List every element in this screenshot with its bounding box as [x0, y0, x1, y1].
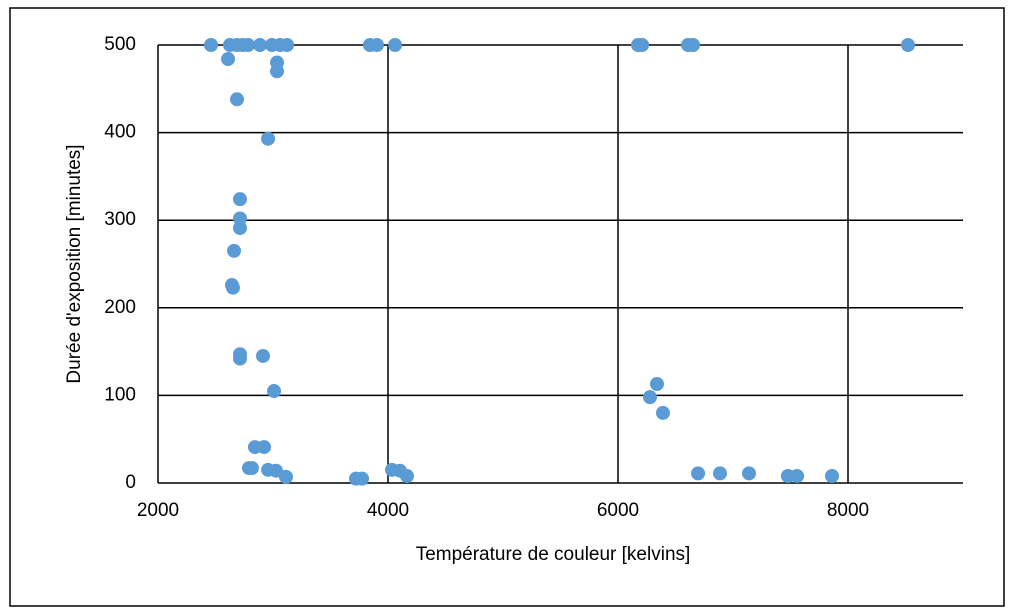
- point: [204, 38, 219, 52]
- point: [655, 405, 670, 420]
- x-tick-label: 8000: [827, 500, 869, 521]
- y-tick-label: 300: [104, 209, 136, 230]
- point: [232, 221, 247, 236]
- y-tick-label: 400: [104, 122, 136, 143]
- y-tick-label: 0: [125, 472, 136, 493]
- point: [241, 38, 256, 52]
- point: [261, 131, 276, 146]
- point: [232, 211, 247, 226]
- point: [268, 463, 283, 478]
- point: [280, 38, 295, 52]
- point: [253, 38, 268, 52]
- point: [399, 468, 414, 483]
- point: [649, 377, 664, 392]
- point: [227, 243, 242, 258]
- point: [713, 466, 728, 481]
- point: [270, 64, 285, 79]
- point: [232, 192, 247, 207]
- x-tick-label: 6000: [597, 500, 639, 521]
- point: [685, 38, 700, 52]
- point: [255, 348, 270, 363]
- x-tick-label: 2000: [137, 500, 179, 521]
- point: [257, 440, 272, 455]
- point: [388, 38, 403, 52]
- point: [355, 471, 370, 486]
- point: [369, 38, 384, 52]
- point: [221, 52, 236, 67]
- point: [825, 468, 840, 483]
- y-tick-label: 100: [104, 384, 136, 405]
- point: [790, 468, 805, 483]
- chart-frame: [9, 7, 1005, 607]
- point: [225, 280, 240, 295]
- x-tick-label: 4000: [367, 500, 409, 521]
- point: [642, 390, 657, 405]
- point: [635, 38, 650, 52]
- point: [232, 351, 247, 366]
- y-axis-label: Durée d'exposition [minutes]: [64, 144, 85, 383]
- point: [901, 38, 916, 52]
- x-axis-label: Température de couleur [kelvins]: [416, 544, 691, 565]
- point: [244, 461, 259, 476]
- point: [741, 466, 756, 481]
- point: [267, 384, 282, 399]
- point: [278, 469, 293, 484]
- y-tick-label: 500: [104, 34, 136, 55]
- y-tick-label: 200: [104, 297, 136, 318]
- point: [230, 92, 245, 107]
- point: [691, 466, 706, 481]
